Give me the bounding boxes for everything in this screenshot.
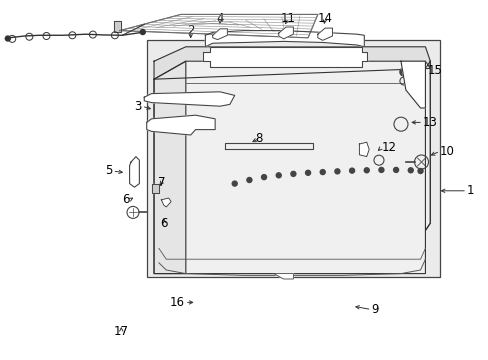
Text: 5: 5 xyxy=(105,165,112,177)
Polygon shape xyxy=(154,61,185,274)
Circle shape xyxy=(276,173,281,178)
Circle shape xyxy=(305,170,310,175)
Text: 4: 4 xyxy=(216,12,224,24)
Polygon shape xyxy=(114,21,121,32)
Circle shape xyxy=(399,68,407,76)
Text: 12: 12 xyxy=(381,141,396,154)
Text: 9: 9 xyxy=(371,303,378,316)
Text: 10: 10 xyxy=(439,145,454,158)
Polygon shape xyxy=(273,274,293,279)
Circle shape xyxy=(290,171,295,176)
Polygon shape xyxy=(129,157,139,187)
Circle shape xyxy=(334,169,339,174)
Circle shape xyxy=(364,168,368,173)
Circle shape xyxy=(407,168,412,173)
Text: 8: 8 xyxy=(255,132,263,145)
Text: 6: 6 xyxy=(122,193,129,206)
Polygon shape xyxy=(144,92,234,106)
Text: 7: 7 xyxy=(157,176,165,189)
Text: 2: 2 xyxy=(186,24,194,37)
Circle shape xyxy=(140,30,145,35)
Circle shape xyxy=(378,167,383,172)
Text: 15: 15 xyxy=(427,64,442,77)
Circle shape xyxy=(393,167,398,172)
Polygon shape xyxy=(161,198,171,207)
Polygon shape xyxy=(203,47,366,67)
Text: 3: 3 xyxy=(134,100,142,113)
Polygon shape xyxy=(151,184,159,193)
Polygon shape xyxy=(317,28,332,40)
Polygon shape xyxy=(425,61,429,230)
Polygon shape xyxy=(154,61,429,274)
Polygon shape xyxy=(359,142,368,157)
Circle shape xyxy=(5,36,10,41)
Text: 6: 6 xyxy=(160,217,167,230)
Polygon shape xyxy=(212,29,227,40)
Circle shape xyxy=(261,175,266,180)
Text: 16: 16 xyxy=(169,296,184,309)
Text: 13: 13 xyxy=(422,116,437,129)
Polygon shape xyxy=(120,14,317,38)
Circle shape xyxy=(417,168,422,174)
Circle shape xyxy=(320,170,325,175)
Text: 14: 14 xyxy=(317,12,332,24)
Text: 11: 11 xyxy=(281,12,295,24)
Circle shape xyxy=(246,177,251,183)
Polygon shape xyxy=(146,115,215,135)
Polygon shape xyxy=(205,31,364,47)
Circle shape xyxy=(232,181,237,186)
Bar xyxy=(146,40,439,277)
Polygon shape xyxy=(278,27,293,39)
Text: 1: 1 xyxy=(466,184,473,197)
Circle shape xyxy=(349,168,354,173)
Text: 17: 17 xyxy=(114,325,128,338)
Polygon shape xyxy=(154,47,429,79)
Polygon shape xyxy=(400,61,425,108)
